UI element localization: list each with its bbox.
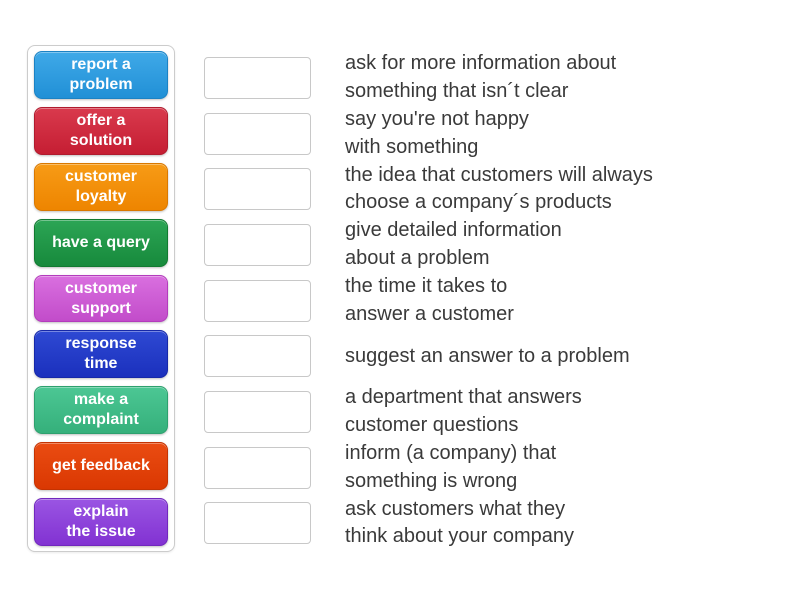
- term-tile-get-feedback[interactable]: get feedback: [34, 442, 168, 491]
- answer-slot-3[interactable]: [204, 168, 311, 211]
- tile-label-line: time: [84, 355, 118, 373]
- definition-line: ask customers what they: [345, 497, 566, 520]
- term-tile-have-a-query[interactable]: have a query: [34, 218, 168, 267]
- definition-line: suggest an answer to a problem: [345, 344, 630, 367]
- tile-label-line: report a: [71, 55, 131, 73]
- definition-line: think about your company: [345, 525, 575, 548]
- tile-label-line: support: [71, 299, 131, 317]
- definition-text: the time it takes to answer a customer: [345, 273, 514, 328]
- tile-label-line: customer: [64, 167, 138, 185]
- answer-slot-2[interactable]: [204, 112, 311, 155]
- match-row: a department that answers customer quest…: [204, 384, 784, 440]
- definition-text: inform (a company) that something is wro…: [345, 440, 556, 495]
- definition-line: a department that answers: [345, 386, 582, 409]
- tile-label-line: the issue: [66, 523, 136, 541]
- tile-label-line: response: [65, 335, 137, 353]
- match-row: inform (a company) that something is wro…: [204, 440, 784, 496]
- term-tile-customer-loyalty[interactable]: customer loyalty: [34, 162, 168, 211]
- definition-line: something that isn´t clear: [345, 79, 569, 102]
- definition-rows: ask for more information about something…: [204, 50, 784, 551]
- answer-slot-6[interactable]: [204, 335, 311, 378]
- answer-slot-8[interactable]: [204, 446, 311, 489]
- definition-text: a department that answers customer quest…: [345, 384, 582, 439]
- answer-slot-9[interactable]: [204, 502, 311, 545]
- definition-text: ask for more information about something…: [345, 50, 616, 105]
- term-tile-make-a-complaint[interactable]: make a complaint: [34, 386, 168, 435]
- match-row: the idea that customers will always choo…: [204, 161, 784, 217]
- definition-line: something is wrong: [345, 469, 518, 492]
- definition-text: say you're not happy with something: [345, 106, 529, 161]
- definition-line: the time it takes to: [345, 275, 508, 298]
- tile-label-line: have a query: [52, 233, 150, 251]
- definition-line: give detailed information: [345, 219, 562, 242]
- definition-text: ask customers what they think about your…: [345, 496, 574, 551]
- term-tile-offer-a-solution[interactable]: offer a solution: [34, 106, 168, 155]
- match-row: give detailed information about a proble…: [204, 217, 784, 273]
- match-row: ask customers what they think about your…: [204, 496, 784, 552]
- definition-line: answer a customer: [345, 302, 514, 325]
- answer-slot-1[interactable]: [204, 56, 311, 99]
- match-row: the time it takes to answer a customer: [204, 273, 784, 329]
- tile-label-line: solution: [69, 131, 133, 149]
- tile-label-line: explain: [73, 503, 129, 521]
- match-row: say you're not happy with something: [204, 106, 784, 162]
- tile-label-line: offer a: [76, 111, 126, 129]
- term-tile-explain-the-issue[interactable]: explain the issue: [34, 498, 168, 547]
- answer-slot-7[interactable]: [204, 390, 311, 433]
- definition-line: say you're not happy: [345, 108, 529, 131]
- term-tile-panel: report a problem offer a solution custom…: [27, 45, 175, 552]
- definition-text: give detailed information about a proble…: [345, 217, 562, 272]
- answer-slot-5[interactable]: [204, 279, 311, 322]
- definition-text: the idea that customers will always choo…: [345, 162, 653, 217]
- tile-label-line: loyalty: [75, 187, 127, 205]
- definition-line: choose a company´s products: [345, 191, 612, 214]
- definition-line: ask for more information about: [345, 52, 617, 75]
- definition-line: customer questions: [345, 413, 519, 436]
- term-tile-report-a-problem[interactable]: report a problem: [34, 51, 168, 99]
- definition-line: about a problem: [345, 246, 490, 269]
- tile-label-line: make a: [73, 391, 129, 409]
- tile-label-line: customer: [64, 279, 138, 297]
- term-tile-customer-support[interactable]: customer support: [34, 274, 168, 323]
- definition-line: inform (a company) that: [345, 442, 557, 465]
- tile-label-line: get feedback: [52, 457, 150, 475]
- definition-line: with something: [345, 135, 479, 158]
- definition-text: suggest an answer to a problem: [345, 343, 630, 371]
- match-row: suggest an answer to a problem: [204, 328, 784, 384]
- answer-slot-4[interactable]: [204, 223, 311, 266]
- definition-line: the idea that customers will always: [345, 163, 653, 186]
- match-row: ask for more information about something…: [204, 50, 784, 106]
- tile-label-line: problem: [69, 75, 133, 93]
- tile-label-line: complaint: [63, 411, 139, 429]
- term-tile-response-time[interactable]: response time: [34, 330, 168, 379]
